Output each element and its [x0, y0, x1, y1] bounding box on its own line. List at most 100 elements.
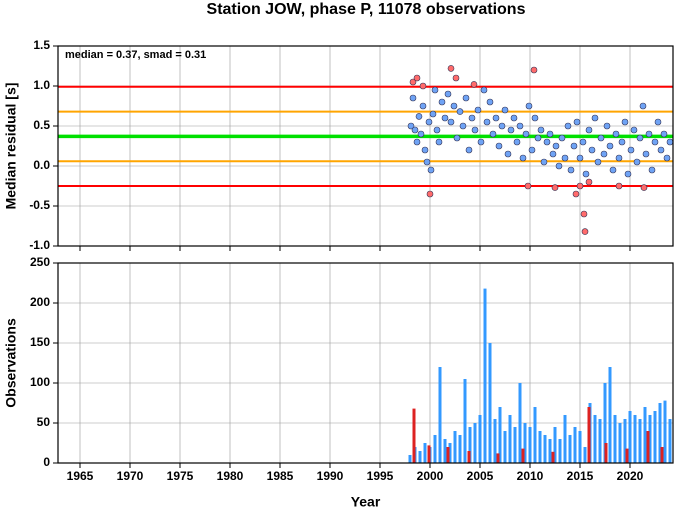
data-point — [572, 190, 580, 198]
y-tick-label: 250 — [30, 255, 50, 269]
data-point — [452, 74, 460, 82]
y-axis-label: Observations — [3, 318, 19, 408]
bar — [593, 415, 597, 463]
data-point — [606, 142, 614, 150]
data-point — [558, 134, 566, 142]
data-point — [470, 81, 478, 88]
bar — [503, 431, 507, 463]
data-point — [421, 146, 429, 154]
bar — [604, 443, 608, 463]
data-point — [580, 210, 588, 218]
data-point — [531, 114, 539, 122]
bar — [508, 415, 512, 463]
x-tick-label: 2005 — [467, 469, 494, 483]
data-point — [546, 130, 554, 138]
bar — [643, 407, 647, 463]
bar — [551, 451, 555, 463]
data-point — [516, 122, 524, 130]
data-point — [530, 66, 538, 74]
bar — [483, 288, 487, 463]
x-tick-label: 2015 — [567, 469, 594, 483]
data-point — [504, 150, 512, 158]
data-point — [471, 126, 479, 134]
data-point — [551, 184, 559, 191]
data-point — [413, 74, 421, 82]
annotation: median = 0.37, smad = 0.31 — [65, 49, 206, 61]
data-point — [636, 134, 644, 142]
x-tick-label: 1980 — [217, 469, 244, 483]
bar — [438, 367, 442, 463]
data-point — [441, 114, 449, 122]
data-point — [409, 94, 417, 102]
y-tick-label: 1.5 — [33, 38, 50, 52]
bar — [443, 439, 447, 463]
data-point — [453, 134, 461, 142]
bar — [587, 407, 591, 463]
y-axis-label: Median residual [s] — [3, 83, 19, 210]
y-tick-label: -1.0 — [29, 238, 50, 252]
data-point — [429, 110, 437, 118]
y-tick-label: 100 — [30, 375, 50, 389]
data-point — [417, 130, 425, 138]
data-point — [630, 126, 638, 134]
bar — [658, 403, 662, 463]
x-axis-label: Year — [351, 494, 381, 510]
data-point — [447, 65, 455, 72]
data-point — [435, 138, 443, 146]
data-point — [510, 114, 518, 122]
data-point — [407, 122, 415, 130]
bar — [653, 411, 657, 463]
data-point — [438, 98, 446, 106]
data-point — [579, 138, 587, 146]
bar — [623, 419, 627, 463]
bar — [668, 419, 672, 463]
bar — [433, 435, 437, 463]
data-point — [582, 170, 590, 178]
data-point — [444, 90, 452, 98]
bar — [648, 415, 652, 463]
plot-frame — [57, 262, 674, 464]
x-tick-label: 2010 — [517, 469, 544, 483]
data-point — [597, 134, 605, 142]
data-point — [640, 184, 648, 191]
data-point — [489, 130, 497, 138]
data-point — [423, 158, 431, 166]
bar — [598, 419, 602, 463]
data-point — [465, 146, 473, 154]
data-point — [651, 138, 659, 146]
data-point — [450, 102, 458, 110]
data-point — [477, 138, 485, 146]
data-point — [639, 102, 647, 110]
data-point — [498, 122, 506, 130]
y-tick-label: 50 — [37, 415, 51, 429]
data-point — [537, 126, 545, 134]
bar — [427, 445, 431, 463]
bar — [498, 407, 502, 463]
x-tick-label: 1990 — [317, 469, 344, 483]
data-point — [433, 126, 441, 134]
data-point — [492, 114, 500, 122]
y-tick-label: -0.5 — [29, 198, 50, 212]
data-point — [409, 78, 417, 86]
data-point — [588, 146, 596, 154]
data-point — [585, 178, 593, 186]
data-point — [561, 154, 569, 162]
bar — [408, 455, 412, 463]
data-point — [581, 228, 589, 235]
y-tick-label: 0 — [43, 455, 50, 469]
bar — [568, 435, 572, 463]
bar — [468, 427, 472, 463]
data-point — [600, 150, 608, 158]
data-point — [468, 114, 476, 122]
data-point — [654, 118, 662, 126]
data-point — [603, 122, 611, 130]
bar — [513, 427, 517, 463]
data-point — [486, 98, 494, 106]
bar — [528, 427, 532, 463]
data-point — [624, 170, 632, 178]
bar — [553, 427, 557, 463]
bar — [493, 419, 497, 463]
bar — [533, 407, 537, 463]
data-point — [612, 130, 620, 138]
